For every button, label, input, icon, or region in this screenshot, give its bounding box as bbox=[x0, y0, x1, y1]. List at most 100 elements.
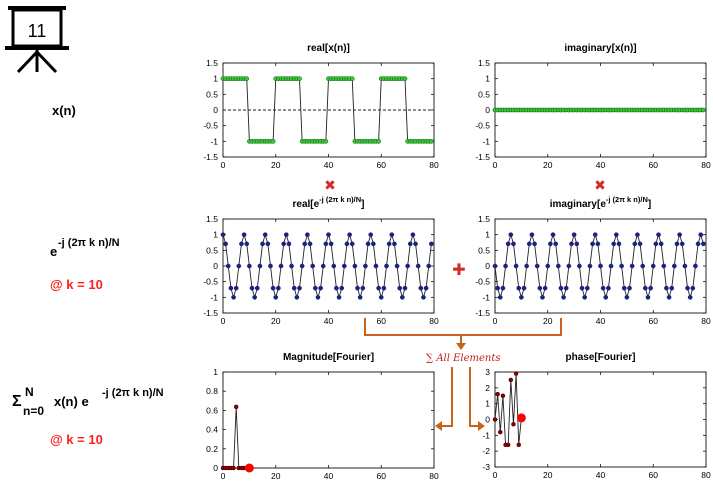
y-tick-label: -1 bbox=[482, 430, 490, 440]
data-point bbox=[592, 232, 598, 238]
y-tick-label: -1 bbox=[210, 292, 218, 302]
x-tick-label: 60 bbox=[377, 160, 387, 170]
data-point bbox=[339, 285, 345, 291]
data-point bbox=[511, 241, 516, 247]
data-point bbox=[244, 241, 250, 247]
data-point bbox=[289, 263, 294, 269]
y-tick-label: 0 bbox=[213, 105, 218, 115]
data-point bbox=[495, 285, 500, 291]
data-point bbox=[299, 263, 305, 269]
data-point bbox=[249, 285, 255, 291]
data-point bbox=[682, 263, 688, 269]
y-tick-label: 0.5 bbox=[478, 245, 490, 255]
x-tick-label: 20 bbox=[543, 316, 553, 326]
chart-title: Magnitude[Fourier] bbox=[283, 352, 374, 363]
y-tick-label: 1.5 bbox=[478, 58, 490, 68]
x-tick-label: 0 bbox=[221, 160, 226, 170]
y-tick-label: 0 bbox=[485, 415, 490, 425]
data-point bbox=[584, 285, 590, 291]
data-point bbox=[613, 232, 619, 238]
data-point bbox=[252, 294, 257, 300]
data-point bbox=[513, 263, 519, 269]
data-point bbox=[505, 442, 511, 448]
data-point bbox=[320, 263, 326, 269]
label-dft-sum: Σ N n=0 x(n) e -j (2π k n)/N bbox=[12, 385, 164, 418]
label-sigma: Σ bbox=[12, 393, 22, 410]
data-point bbox=[653, 241, 659, 247]
y-tick-label: 1 bbox=[213, 367, 218, 377]
data-point bbox=[400, 294, 405, 300]
chart-imag_x: imaginary[x(n)]1.510.50-0.5-1-1.50 20 40 60… bbox=[475, 43, 711, 170]
label-dft-body: x(n) e bbox=[54, 394, 89, 409]
data-point bbox=[687, 294, 693, 300]
data-point bbox=[262, 232, 268, 238]
chart-real_x: real[x(n)]1.510.50-0.5-1-1.50 20 40 60 80 bbox=[203, 43, 439, 170]
chart-imag_e: imaginary[e-j (2π k n)/N] 1.5 1 0.5 0 -0.5 -1 -… bbox=[475, 195, 711, 326]
data-point bbox=[545, 263, 551, 269]
chart-real_e: real[e-j (2π k n)/N]1.510.50-0.5-1-1.50 2… bbox=[203, 195, 439, 326]
y-tick-label: -1.5 bbox=[475, 308, 490, 318]
data-point bbox=[666, 294, 672, 300]
y-tick-label: 3 bbox=[485, 367, 490, 377]
y-tick-label: 1 bbox=[485, 230, 490, 240]
y-tick-label: 1 bbox=[485, 74, 490, 84]
data-point bbox=[640, 263, 646, 269]
data-point bbox=[254, 285, 260, 291]
data-point bbox=[270, 138, 276, 144]
data-point bbox=[611, 241, 617, 247]
data-point bbox=[349, 241, 355, 247]
data-point bbox=[402, 285, 408, 291]
data-point bbox=[519, 294, 524, 300]
data-point bbox=[550, 232, 556, 238]
data-point bbox=[577, 263, 582, 269]
data-point bbox=[281, 241, 287, 247]
data-point bbox=[548, 241, 553, 247]
data-point bbox=[363, 263, 368, 269]
x-tick-label: 80 bbox=[429, 316, 439, 326]
data-point bbox=[413, 241, 418, 247]
data-point bbox=[540, 294, 545, 300]
y-tick-label: 1.5 bbox=[478, 214, 490, 224]
data-point bbox=[357, 294, 363, 300]
data-point bbox=[645, 294, 651, 300]
slide-number: 11 bbox=[28, 21, 47, 41]
x-tick-label: 0 bbox=[221, 471, 226, 481]
data-point bbox=[595, 241, 601, 247]
x-tick-label: 0 bbox=[493, 160, 498, 170]
label-xn: x(n) bbox=[52, 103, 76, 118]
data-point bbox=[378, 294, 384, 300]
data-point bbox=[268, 263, 273, 269]
data-point bbox=[685, 285, 690, 291]
data-point bbox=[352, 263, 358, 269]
data-point bbox=[418, 285, 424, 291]
data-point bbox=[231, 465, 236, 471]
data-point bbox=[521, 285, 527, 291]
data-point bbox=[508, 232, 514, 238]
data-point bbox=[619, 263, 624, 269]
data-point bbox=[632, 241, 638, 247]
data-point bbox=[312, 285, 318, 291]
data-point bbox=[695, 241, 701, 247]
data-point bbox=[294, 294, 300, 300]
data-point bbox=[376, 138, 381, 144]
y-tick-label: 0 bbox=[213, 261, 218, 271]
y-tick-label: -0.5 bbox=[203, 121, 218, 131]
data-point bbox=[656, 232, 661, 238]
y-tick-label: 0 bbox=[485, 261, 490, 271]
x-tick-label: 0 bbox=[221, 316, 226, 326]
y-tick-label: -1.5 bbox=[203, 152, 218, 162]
data-point bbox=[627, 285, 632, 291]
x-tick-label: 40 bbox=[596, 160, 606, 170]
data-point bbox=[341, 263, 347, 269]
data-point bbox=[603, 294, 609, 300]
data-point bbox=[516, 442, 521, 448]
y-tick-label: 0.6 bbox=[206, 405, 218, 415]
y-tick-label: -0.5 bbox=[203, 277, 218, 287]
data-point bbox=[225, 263, 231, 269]
y-tick-label: 0 bbox=[213, 463, 218, 473]
data-point bbox=[629, 263, 635, 269]
data-point bbox=[495, 391, 500, 397]
data-point bbox=[370, 241, 376, 247]
